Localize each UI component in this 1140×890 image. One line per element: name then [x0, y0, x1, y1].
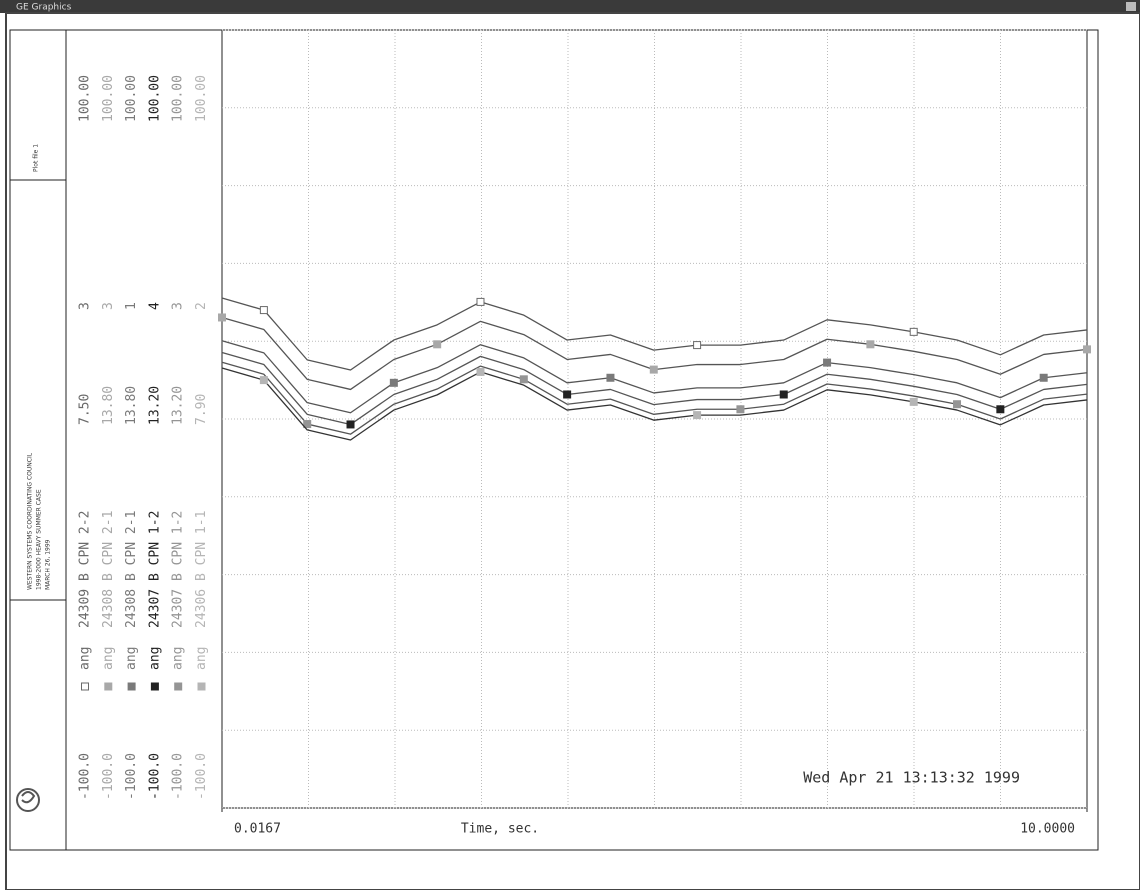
curve-marker	[259, 376, 268, 385]
curve-marker	[693, 341, 702, 350]
legend-marker	[197, 682, 206, 691]
legend-id: 4	[147, 302, 162, 310]
legend-kv: 7.50	[78, 394, 93, 425]
legend-marker	[104, 682, 113, 691]
curve	[221, 367, 1088, 441]
curve-marker	[909, 397, 918, 406]
legend-name: 24308 B CPN 2-1	[124, 511, 139, 628]
curve-marker	[303, 420, 312, 429]
x-tick-label: 0.0167	[234, 822, 281, 837]
curve-marker	[218, 313, 226, 322]
curve	[221, 340, 1088, 414]
legend-name: 24308 B CPN 2-1	[101, 511, 116, 628]
curve-marker	[693, 411, 702, 420]
legend-quantity: ang	[171, 647, 186, 670]
window-frame	[5, 12, 1140, 890]
timestamp: Wed Apr 21 13:13:32 1999	[803, 769, 1020, 787]
title-bar	[0, 0, 1140, 13]
legend-name: 24306 B CPN 1-1	[194, 511, 209, 628]
legend-kv: 13.80	[124, 386, 139, 425]
legend-id: 2	[194, 302, 209, 310]
legend-id: 1	[124, 302, 139, 310]
legend-min: -100.0	[78, 753, 93, 800]
legend-kv: 13.20	[147, 386, 162, 425]
legend-id: 3	[78, 302, 93, 310]
legend-max: 100.00	[171, 75, 186, 122]
curve	[221, 361, 1088, 435]
legend-min: -100.0	[124, 753, 139, 800]
legend-max: 100.00	[124, 75, 139, 122]
legend-name: 24309 B CPN 2-2	[78, 511, 93, 628]
curve-marker	[606, 373, 615, 382]
curve-marker	[1039, 373, 1048, 382]
curve-marker	[519, 375, 528, 384]
curve-marker	[433, 340, 442, 349]
curve-marker	[953, 400, 962, 409]
plot-file: Plot file 1	[33, 144, 40, 172]
case-line: WESTERN SYSTEMS COORDINATING COUNCIL	[27, 452, 34, 590]
legend-id: 3	[171, 302, 186, 310]
logo	[16, 788, 40, 812]
curve-marker	[389, 378, 398, 387]
legend-marker	[174, 682, 183, 691]
curve-marker	[476, 367, 485, 376]
curve-marker	[823, 358, 832, 367]
legend-quantity: ang	[124, 647, 139, 670]
legend-id: 3	[101, 302, 116, 310]
legend-min: -100.0	[101, 753, 116, 800]
legend-kv: 13.20	[171, 386, 186, 425]
curve-marker	[563, 390, 572, 399]
curve-marker	[259, 306, 268, 315]
legend-marker	[150, 682, 159, 691]
legend-max: 100.00	[78, 75, 93, 122]
curve-marker	[866, 340, 875, 349]
legend-max: 100.00	[101, 75, 116, 122]
legend-marker	[81, 682, 89, 691]
legend-kv: 7.90	[194, 394, 209, 425]
legend-min: -100.0	[147, 753, 162, 800]
legend-max: 100.00	[194, 75, 209, 122]
legend-min: -100.0	[194, 753, 209, 800]
legend-min: -100.0	[171, 753, 186, 800]
legend-marker	[127, 682, 136, 691]
legend-max: 100.00	[147, 75, 162, 122]
legend-quantity: ang	[78, 647, 93, 670]
curve-marker	[1083, 345, 1091, 354]
legend-name: 24307 B CPN 1-2	[171, 511, 186, 628]
curve	[221, 297, 1088, 371]
case-line: MARCH 26, 1999	[45, 539, 52, 590]
close-button[interactable]	[1126, 2, 1136, 11]
x-axis-label: Time, sec.	[461, 822, 539, 837]
legend-kv: 13.80	[101, 386, 116, 425]
legend-quantity: ang	[101, 647, 116, 670]
curve	[221, 351, 1088, 426]
case-line: 1998-2000 HEAVY SUMMER CASE	[36, 489, 43, 590]
curve-marker	[476, 297, 485, 306]
legend-quantity: ang	[147, 647, 162, 670]
curve-marker	[736, 405, 745, 414]
x-tick-label: 10.0000	[1020, 822, 1075, 837]
curve-marker	[649, 365, 658, 374]
legend-name: 24307 B CPN 1-2	[147, 511, 162, 628]
legend-quantity: ang	[194, 647, 209, 670]
curve-marker	[996, 405, 1005, 414]
window-title: GE Graphics	[16, 3, 72, 13]
curve-marker	[909, 327, 918, 336]
case-info: WESTERN SYSTEMS COORDINATING COUNCIL 1998…	[27, 452, 52, 590]
curve-marker	[779, 390, 788, 399]
curve-marker	[346, 420, 355, 429]
